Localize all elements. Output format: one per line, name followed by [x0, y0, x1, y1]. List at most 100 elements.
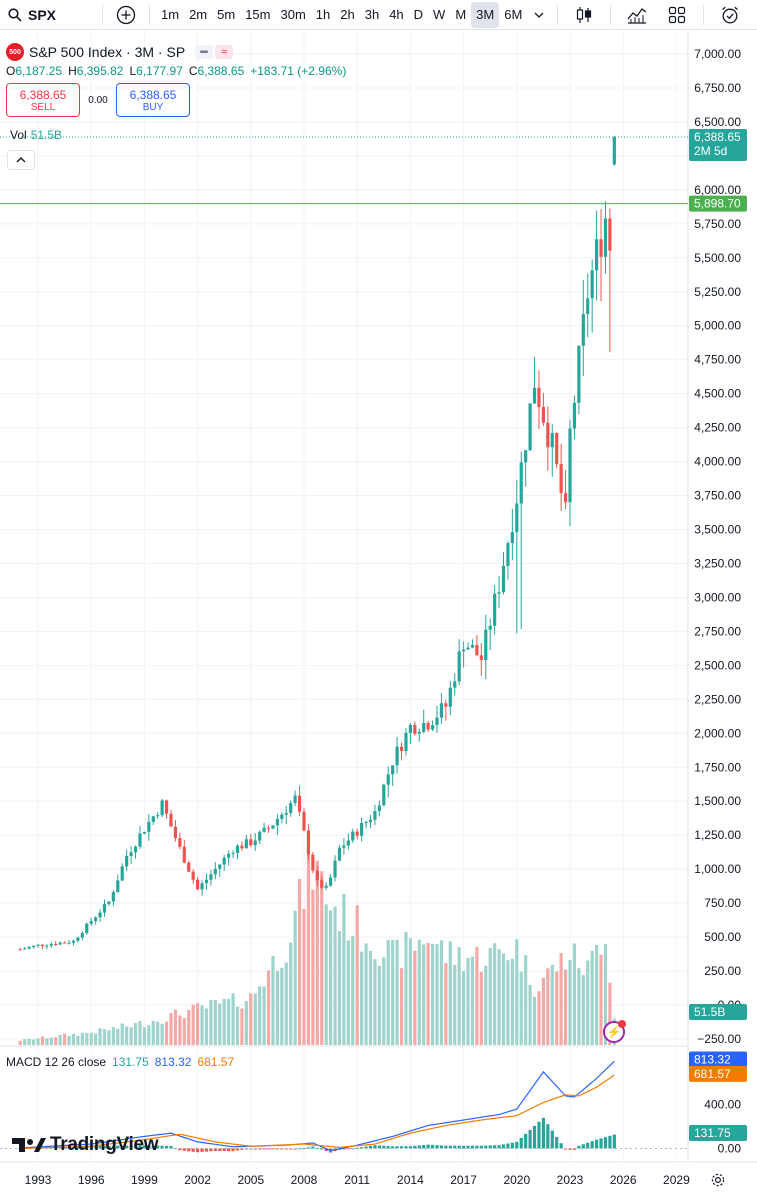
macd-histogram-bar [218, 1148, 222, 1151]
collapse-legend-button[interactable] [7, 150, 35, 170]
timeframe-6m[interactable]: 6M [504, 7, 523, 22]
candle-body [408, 724, 412, 733]
volume-bar [337, 931, 342, 1045]
volume-bar [475, 946, 479, 1045]
price-tick-label: 1,750.00 [694, 760, 741, 774]
timeframe-dropdown[interactable] [527, 0, 551, 30]
macd-histogram-bar [231, 1148, 235, 1152]
candle-body [227, 853, 231, 858]
data-delay-button[interactable]: ≈ [215, 45, 234, 59]
chart-type-button[interactable] [564, 0, 604, 30]
timeframe-15m[interactable]: 15m [245, 7, 271, 22]
indicators-button[interactable] [617, 0, 657, 30]
candle-body [133, 846, 138, 853]
buy-button[interactable]: 6,388.65 BUY [116, 83, 190, 117]
symbol-title[interactable]: S&P 500 Index · 3M · SP [29, 44, 186, 60]
price-tick-label: 6,500.00 [694, 115, 741, 129]
volume-bar [550, 964, 554, 1045]
buy-label: BUY [142, 101, 164, 113]
hide-series-button[interactable] [195, 45, 214, 59]
price-tick-label: 750.00 [704, 896, 741, 910]
timeframe-1h[interactable]: 1h [315, 7, 331, 22]
time-tick-label: 2020 [503, 1173, 530, 1187]
timeframe-1m[interactable]: 1m [161, 7, 180, 22]
macd-histogram-bar [497, 1145, 501, 1149]
volume-bar [391, 939, 395, 1045]
macd-histogram-bar [147, 1145, 151, 1149]
volume-bar [568, 959, 572, 1045]
macd-histogram-bar [444, 1145, 448, 1149]
alert-button[interactable] [710, 0, 750, 30]
macd-histogram-bar [590, 1141, 594, 1149]
top-toolbar: SPX 1m 2m 5m 15m 30m 1h 2h 3h 4h D W M 3M 6M [0, 0, 757, 30]
time-axis[interactable]: 1993 1996 1999 2002 2005 2008 2011 2014 2017 2020… [25, 1173, 690, 1187]
price-tick-label: 2,750.00 [694, 624, 741, 638]
hist-tag-bg [689, 1125, 747, 1141]
timeframe-m[interactable]: M [455, 7, 467, 22]
candle-body [568, 428, 572, 503]
time-tick-label: 2008 [291, 1173, 318, 1187]
timeframe-2h[interactable]: 2h [340, 7, 355, 22]
timeframe-w[interactable]: W [433, 7, 446, 22]
volume-bar [422, 944, 426, 1045]
macd-histogram-bar [200, 1148, 204, 1152]
candle-body [479, 655, 483, 661]
symbol-name: SPX [28, 6, 57, 23]
candle-body [364, 822, 368, 824]
price-chart[interactable]: 7,000.006,750.006,500.006,250.006,000.00… [0, 30, 757, 1202]
timeframe-3h[interactable]: 3h [364, 7, 380, 22]
candle-body [559, 464, 563, 494]
candle-body [537, 387, 541, 408]
price-tick-label: 250.00 [704, 964, 741, 978]
chart-settings-button[interactable] [708, 1170, 728, 1190]
volume-bar [138, 1021, 142, 1045]
timeframe-5m[interactable]: 5m [217, 7, 236, 22]
macd-histogram-bar [515, 1141, 519, 1149]
timeframe-3m[interactable]: 3M [471, 1, 500, 28]
macd-histogram-bar [448, 1145, 452, 1149]
volume-bar [364, 943, 368, 1045]
price-tick-label: 5,500.00 [694, 251, 741, 265]
macd-histogram-bar [408, 1146, 412, 1149]
macd-histogram-bar [116, 1145, 120, 1149]
macd-label[interactable]: MACD 12 26 close [6, 1055, 107, 1069]
timeframe-30m[interactable]: 30m [280, 7, 306, 22]
volume-bar [346, 940, 350, 1045]
time-tick-label: 2026 [610, 1173, 637, 1187]
macd-histogram-bar [187, 1148, 191, 1152]
macd-histogram-bar [196, 1148, 200, 1153]
timeframe-2m[interactable]: 2m [189, 7, 208, 22]
candle-body [333, 860, 337, 878]
candle-body [320, 880, 324, 888]
macd-histogram-bar [182, 1148, 186, 1151]
macd-histogram-bar [80, 1146, 84, 1149]
compare-symbol-button[interactable] [109, 0, 143, 30]
timeframe-4h[interactable]: 4h [389, 7, 404, 22]
candle-body [191, 871, 195, 880]
volume-bars [18, 847, 616, 1045]
timeframe-d[interactable]: D [413, 7, 424, 22]
notification-dot [618, 1020, 626, 1028]
volume-bar [125, 1026, 129, 1045]
replay-bolt-button[interactable]: ⚡ [603, 1020, 626, 1043]
symbol-search[interactable]: SPX [0, 0, 96, 30]
macd-histogram-bar [302, 1148, 306, 1150]
macd-histogram-bar [324, 1148, 328, 1152]
macd-histogram-bar [572, 1148, 577, 1150]
brand-name: TradingView [50, 1134, 159, 1155]
candle-body [18, 949, 22, 951]
macd-tick-label: 0.00 [718, 1141, 742, 1155]
candle-body [382, 784, 386, 806]
tradingview-logo[interactable]: TradingView [12, 1134, 159, 1156]
layouts-button[interactable] [657, 0, 697, 30]
change-value: +183.71 (+2.96%) [250, 64, 347, 78]
sell-button[interactable]: 6,388.65 SELL [6, 83, 80, 117]
candle-body [311, 854, 315, 871]
volume-bar [311, 889, 315, 1045]
candle-body [435, 717, 439, 726]
alarm-clock-icon [722, 6, 739, 23]
price-axis[interactable]: 7,000.006,750.006,500.006,250.006,000.00… [694, 47, 741, 1155]
candle-body [49, 944, 53, 946]
candle-body [439, 703, 444, 718]
candle-body [373, 811, 377, 820]
